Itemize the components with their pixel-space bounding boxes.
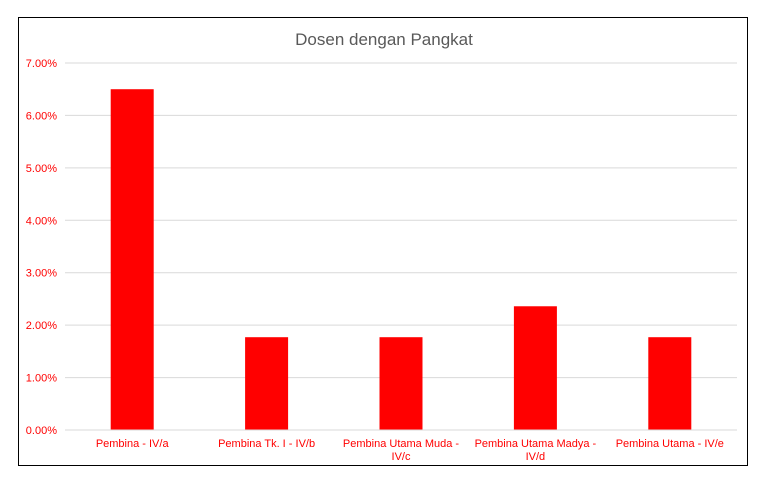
y-tick-label: 1.00%	[26, 373, 57, 385]
bars	[110, 89, 692, 430]
y-tick-label: 5.00%	[26, 163, 57, 175]
x-tick-label: Pembina Utama Madya -IV/d	[475, 438, 597, 463]
bar	[379, 337, 423, 430]
y-tick-label: 3.00%	[26, 268, 57, 280]
y-tick-label: 2.00%	[26, 320, 57, 332]
x-tick-label: Pembina Utama - IV/e	[616, 438, 724, 450]
x-tick-label: Pembina - IV/a	[96, 438, 170, 450]
y-tick-label: 7.00%	[26, 58, 57, 70]
y-tick-label: 6.00%	[26, 110, 57, 122]
bar	[513, 306, 557, 430]
gridlines	[65, 62, 737, 379]
chart-title: Dosen dengan Pangkat	[295, 30, 473, 49]
y-tick-labels: 0.00% 1.00% 2.00% 3.00% 4.00% 5.00% 6.00% 7.00%	[26, 58, 57, 437]
x-tick-label: Pembina Tk. I - IV/b	[218, 438, 315, 450]
bar	[648, 337, 692, 430]
y-tick-label: 4.00%	[26, 215, 57, 227]
bar	[245, 337, 289, 430]
y-tick-label: 0.00%	[26, 425, 57, 437]
x-tick-labels: Pembina - IV/a Pembina Tk. I - IV/b Pembin…	[96, 438, 724, 463]
x-tick-label: Pembina Utama Muda -IV/c	[343, 438, 459, 463]
bar	[110, 89, 154, 430]
